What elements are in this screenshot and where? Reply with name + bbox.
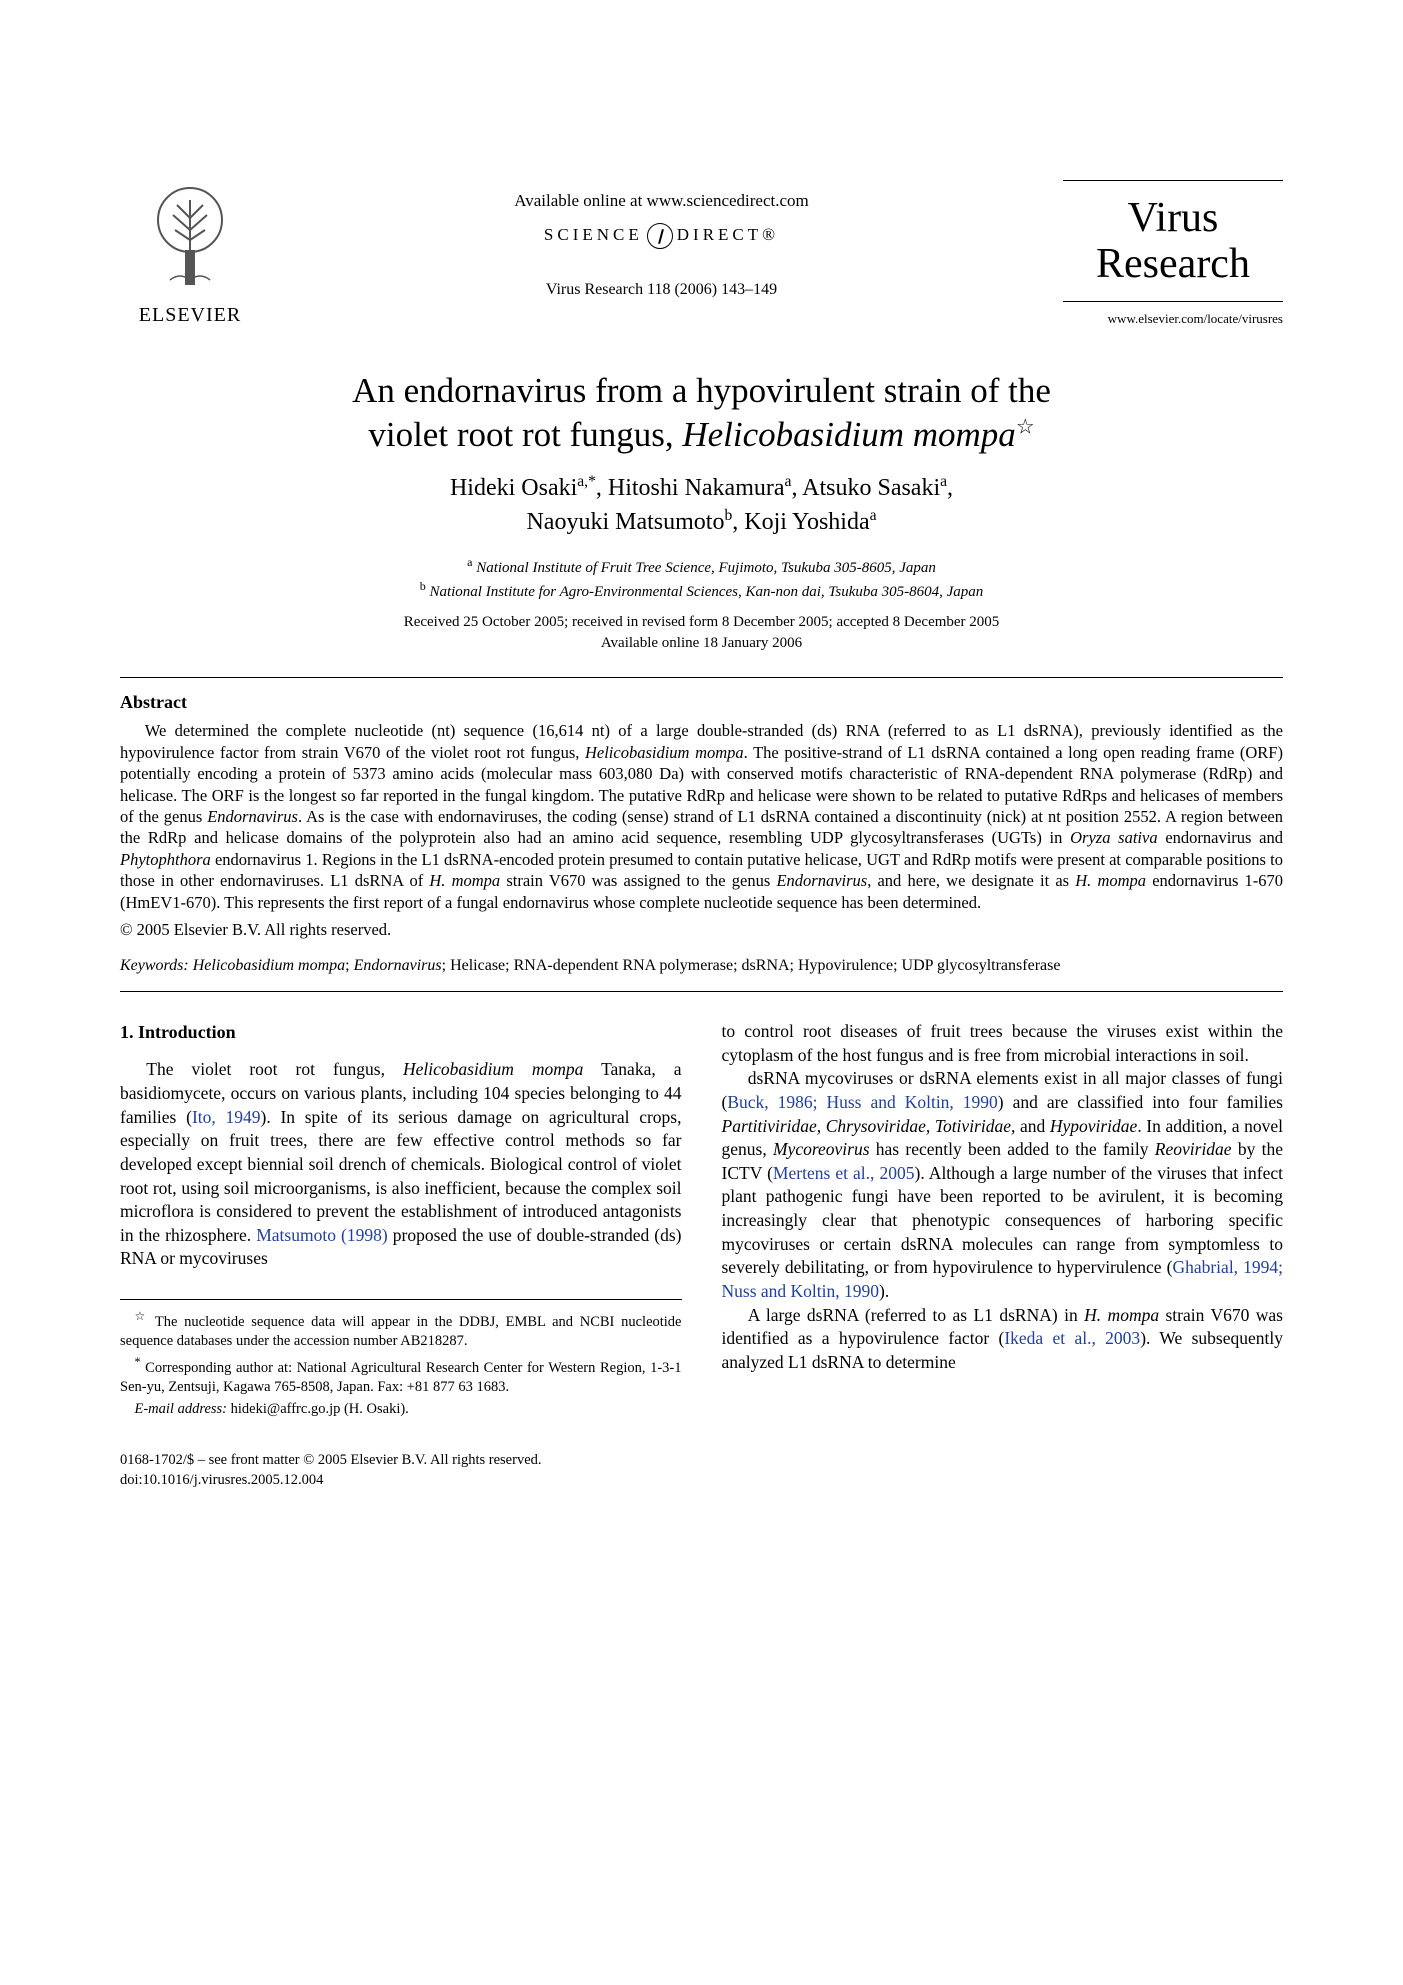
author-4-sup: b (724, 507, 732, 524)
abs-seg-3i: Oryza sativa (1070, 828, 1157, 847)
journal-title: Virus Research (1063, 180, 1283, 302)
rule-below-keywords (120, 991, 1283, 992)
abs-seg-7: , and here, we designate it as (867, 871, 1075, 890)
abs-seg-1i: Helicobasidium mompa (585, 743, 744, 762)
p3-i1: Partitiviridae, Chrysoviridae, Totivirid… (722, 1116, 1016, 1136)
p2-a: to control root diseases of fruit trees … (722, 1021, 1284, 1065)
header-row: ELSEVIER Available online at www.science… (120, 180, 1283, 329)
affiliations: a National Institute of Fruit Tree Scien… (120, 554, 1283, 603)
received-date: Received 25 October 2005; received in re… (404, 614, 1000, 630)
title-line2-pre: violet root rot fungus, (368, 415, 682, 454)
affil-a: National Institute of Fruit Tree Science… (472, 560, 935, 576)
footnote-star: ☆ The nucleotide sequence data will appe… (120, 1308, 682, 1352)
p1-c2[interactable]: Matsumoto (1998) (256, 1225, 387, 1245)
body-columns: 1. Introduction The violet root rot fung… (120, 1020, 1283, 1421)
p3-c2[interactable]: Mertens et al., 2005 (773, 1163, 915, 1183)
author-3: Atsuko Sasaki (802, 475, 940, 501)
left-column: 1. Introduction The violet root rot fung… (120, 1020, 682, 1421)
abs-seg-7i: H. mompa (1075, 871, 1146, 890)
available-online-text: Available online at www.sciencedirect.co… (260, 190, 1063, 213)
journal-title-l2: Research (1096, 241, 1250, 287)
p3-c: and (1015, 1116, 1049, 1136)
p3-e: has recently been added to the family (870, 1139, 1155, 1159)
author-2-sup: a (785, 473, 792, 490)
intro-p3: dsRNA mycoviruses or dsRNA elements exis… (722, 1067, 1284, 1303)
sd-left-text: SCIENCE (544, 224, 643, 247)
available-date: Available online 18 January 2006 (601, 635, 802, 651)
intro-p2: to control root diseases of fruit trees … (722, 1020, 1284, 1067)
author-3-sup: a (940, 473, 947, 490)
center-header: Available online at www.sciencedirect.co… (260, 180, 1063, 301)
p3-c1[interactable]: Buck, 1986; Huss and Koltin, 1990 (727, 1092, 997, 1112)
intro-p4: A large dsRNA (referred to as L1 dsRNA) … (722, 1304, 1284, 1375)
abs-seg-6: strain V670 was assigned to the genus (500, 871, 776, 890)
kw-2-rest: ; Helicase; RNA-dependent RNA polymerase… (442, 957, 1061, 974)
author-1-sup: a,* (577, 473, 596, 490)
p1-a: The violet root rot fungus, (146, 1059, 403, 1079)
author-5: Koji Yoshida (744, 509, 869, 535)
abs-seg-4i: Phytophthora (120, 850, 211, 869)
p3-i4: Reoviridae (1155, 1139, 1232, 1159)
abstract-copyright: © 2005 Elsevier B.V. All rights reserved… (120, 919, 1283, 941)
footnote-email: E-mail address: hideki@affrc.go.jp (H. O… (120, 1400, 682, 1420)
affil-b: National Institute for Agro-Environmenta… (426, 584, 984, 600)
p1-i1: Helicobasidium mompa (403, 1059, 583, 1079)
right-column: to control root diseases of fruit trees … (722, 1020, 1284, 1421)
dates: Received 25 October 2005; received in re… (120, 612, 1283, 653)
rule-above-abstract (120, 677, 1283, 678)
sd-right-text: DIRECT® (677, 224, 779, 247)
title-line2-ital: Helicobasidium mompa (682, 415, 1015, 454)
p4-i1: H. mompa (1084, 1305, 1159, 1325)
intro-heading: 1. Introduction (120, 1020, 682, 1044)
footnote-ast: * Corresponding author at: National Agri… (120, 1354, 682, 1398)
author-2: Hitoshi Nakamura (608, 475, 785, 501)
footnotes: ☆ The nucleotide sequence data will appe… (120, 1299, 682, 1419)
intro-p1: The violet root rot fungus, Helicobasidi… (120, 1058, 682, 1271)
abs-seg-4: endornavirus and (1158, 828, 1283, 847)
author-4: Naoyuki Matsumoto (526, 509, 724, 535)
author-5-sup: a (870, 507, 877, 524)
fn-ast-text: Corresponding author at: National Agricu… (120, 1360, 682, 1396)
p4-a: A large dsRNA (referred to as L1 dsRNA) … (748, 1305, 1084, 1325)
kw-2-ital: Endornavirus (354, 957, 442, 974)
author-1: Hideki Osaki (450, 475, 577, 501)
p3-b: ) and are classified into four families (998, 1092, 1283, 1112)
footer: 0168-1702/$ – see front matter © 2005 El… (120, 1451, 1283, 1490)
fn-star-text: The nucleotide sequence data will appear… (120, 1314, 682, 1350)
fn-email-text: hideki@affrc.go.jp (H. Osaki). (227, 1401, 409, 1417)
article-title: An endornavirus from a hypovirulent stra… (277, 369, 1127, 457)
authors: Hideki Osakia,*, Hitoshi Nakamuraa, Atsu… (120, 471, 1283, 540)
footer-line2: doi:10.1016/j.virusres.2005.12.004 (120, 1472, 323, 1488)
kw-1-rest: ; (345, 957, 353, 974)
p1-c1[interactable]: Ito, 1949 (192, 1107, 261, 1127)
title-line1: An endornavirus from a hypovirulent stra… (352, 371, 1051, 410)
abstract-body: We determined the complete nucleotide (n… (120, 720, 1283, 913)
elsevier-label: ELSEVIER (120, 302, 260, 329)
sd-circle-icon (647, 223, 673, 249)
p4-c1[interactable]: Ikeda et al., 2003 (1004, 1328, 1140, 1348)
abs-seg-6i: Endornavirus (776, 871, 867, 890)
p3-i2: Hypoviridae (1050, 1116, 1137, 1136)
abs-seg-5i: H. mompa (429, 871, 500, 890)
kw-1-ital: Helicobasidium mompa (189, 957, 345, 974)
elsevier-logo-block: ELSEVIER (120, 180, 260, 329)
journal-url: www.elsevier.com/locate/virusres (1063, 310, 1283, 328)
footer-line1: 0168-1702/$ – see front matter © 2005 El… (120, 1452, 542, 1468)
journal-title-l1: Virus (1128, 195, 1219, 241)
abs-seg-2i: Endornavirus (207, 807, 298, 826)
keywords: Keywords: Helicobasidium mompa; Endornav… (120, 955, 1283, 977)
abstract-heading: Abstract (120, 690, 1283, 714)
p3-i3: Mycoreovirus (773, 1139, 870, 1159)
keywords-label: Keywords: (120, 957, 189, 974)
fn-star-sym: ☆ (135, 1309, 149, 1323)
journal-block: Virus Research www.elsevier.com/locate/v… (1063, 180, 1283, 328)
p3-h: ). (879, 1281, 889, 1301)
elsevier-tree-icon (145, 180, 235, 290)
title-star: ☆ (1016, 414, 1035, 438)
citation-text: Virus Research 118 (2006) 143–149 (260, 279, 1063, 301)
fn-email-label: E-mail address: (135, 1401, 228, 1417)
sciencedirect-logo: SCIENCE DIRECT® (260, 223, 1063, 249)
